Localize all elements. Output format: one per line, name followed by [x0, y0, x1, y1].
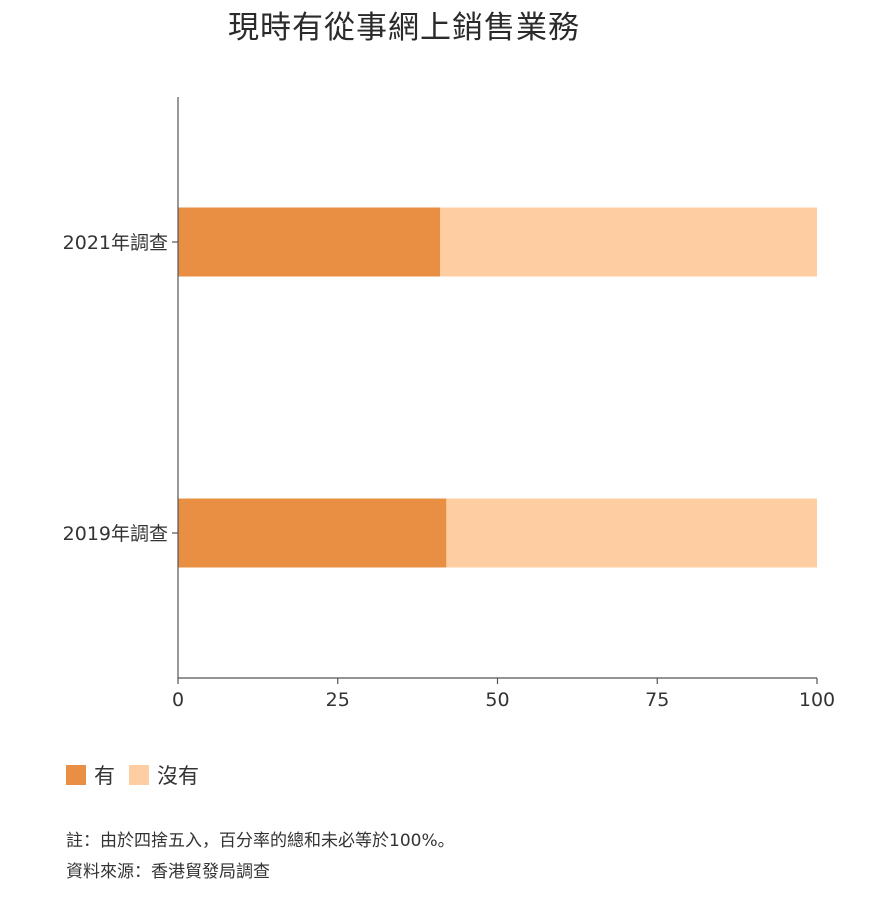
chart-title: 現時有從事網上銷售業務 — [228, 10, 580, 46]
y-tick-label-0: 2021年調查 — [63, 232, 168, 254]
legend-item-no[interactable]: 沒有 — [129, 760, 199, 790]
source-note: 資料來源：香港貿發局調查 — [66, 862, 270, 882]
y-tick-label-1: 2019年調查 — [63, 523, 168, 545]
legend-swatch-no — [129, 765, 149, 785]
bar-no-0[interactable] — [439, 207, 817, 277]
legend-swatch-yes — [66, 765, 86, 785]
legend-label-yes: 有 — [94, 764, 115, 788]
legend: 有 沒有 — [66, 760, 213, 790]
bars-group — [178, 207, 817, 568]
x-tick-label-50: 50 — [485, 689, 509, 711]
legend-item-yes[interactable]: 有 — [66, 760, 115, 790]
x-tick-label-75: 75 — [645, 689, 669, 711]
bar-no-1[interactable] — [446, 498, 817, 568]
rounding-note: 註：由於四捨五入，百分率的總和未必等於100%。 — [66, 831, 455, 851]
x-tick-label-25: 25 — [326, 689, 350, 711]
axes-group: 2021年調查 2019年調查 0 25 50 75 100 — [63, 97, 835, 711]
bar-yes-0[interactable] — [178, 207, 440, 277]
footnotes: 註：由於四捨五入，百分率的總和未必等於100%。 資料來源：香港貿發局調查 — [66, 826, 455, 888]
bar-yes-1[interactable] — [178, 498, 447, 568]
legend-label-no: 沒有 — [157, 764, 199, 788]
x-tick-label-100: 100 — [799, 689, 835, 711]
x-tick-label-0: 0 — [172, 689, 184, 711]
